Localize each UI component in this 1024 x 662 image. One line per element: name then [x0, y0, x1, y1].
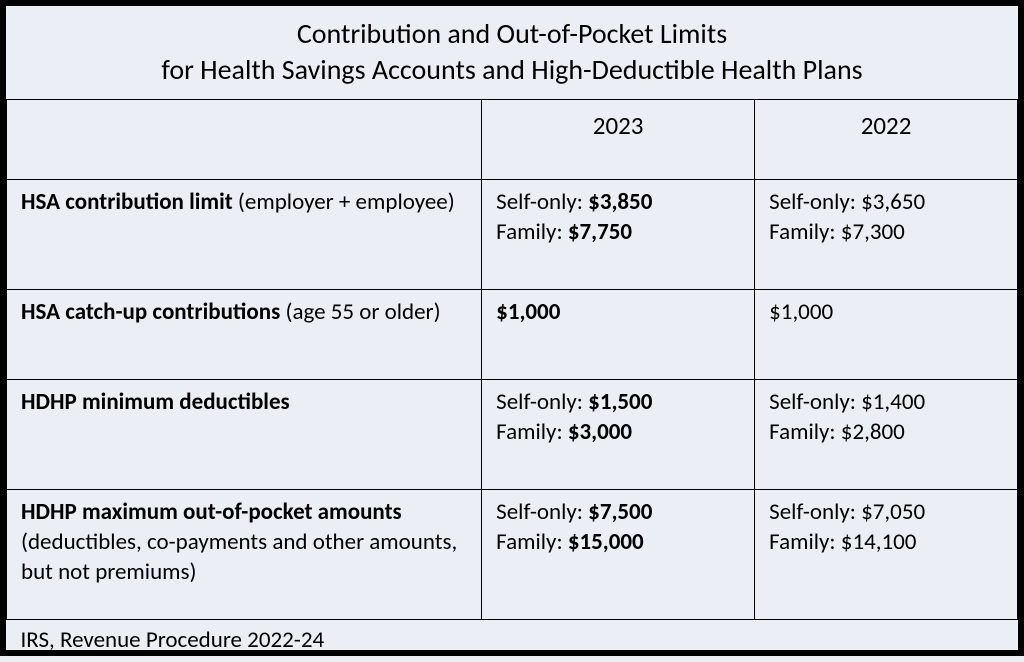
row-2023: $1,000: [482, 289, 755, 379]
limits-table: Contribution and Out-of-Pocket Limits fo…: [6, 6, 1018, 662]
header-blank: [7, 99, 482, 179]
row-2022: Self-only: $7,050 Family: $14,100: [755, 489, 1018, 619]
header-2023: 2023: [482, 99, 755, 179]
table-row: HDHP minimum deductibles Self-only: $1,5…: [7, 379, 1018, 489]
row-label: HSA contribution limit (employer + emplo…: [7, 179, 482, 289]
row-2022: Self-only: $1,400 Family: $2,800: [755, 379, 1018, 489]
header-2022: 2022: [755, 99, 1018, 179]
table-row: HSA catch-up contributions (age 55 or ol…: [7, 289, 1018, 379]
table-row: HDHP maximum out-of-pocket amounts (dedu…: [7, 489, 1018, 619]
limits-table-container: Contribution and Out-of-Pocket Limits fo…: [0, 0, 1024, 656]
table-title: Contribution and Out-of-Pocket Limits fo…: [7, 6, 1018, 99]
table-row: HSA contribution limit (employer + emplo…: [7, 179, 1018, 289]
title-row: Contribution and Out-of-Pocket Limits fo…: [7, 6, 1018, 99]
row-2023: Self-only: $7,500 Family: $15,000: [482, 489, 755, 619]
title-line1: Contribution and Out-of-Pocket Limits: [297, 16, 727, 51]
header-row: 2023 2022: [7, 99, 1018, 179]
title-line2: for Health Savings Accounts and High-Ded…: [161, 52, 862, 87]
row-2023: Self-only: $3,850 Family: $7,750: [482, 179, 755, 289]
row-2022: $1,000: [755, 289, 1018, 379]
row-label: HSA catch-up contributions (age 55 or ol…: [7, 289, 482, 379]
footer-row: IRS, Revenue Procedure 2022-24: [7, 619, 1018, 661]
footer-text: IRS, Revenue Procedure 2022-24: [7, 619, 1018, 661]
row-label: HDHP maximum out-of-pocket amounts (dedu…: [7, 489, 482, 619]
row-2022: Self-only: $3,650 Family: $7,300: [755, 179, 1018, 289]
row-label: HDHP minimum deductibles: [7, 379, 482, 489]
row-2023: Self-only: $1,500 Family: $3,000: [482, 379, 755, 489]
